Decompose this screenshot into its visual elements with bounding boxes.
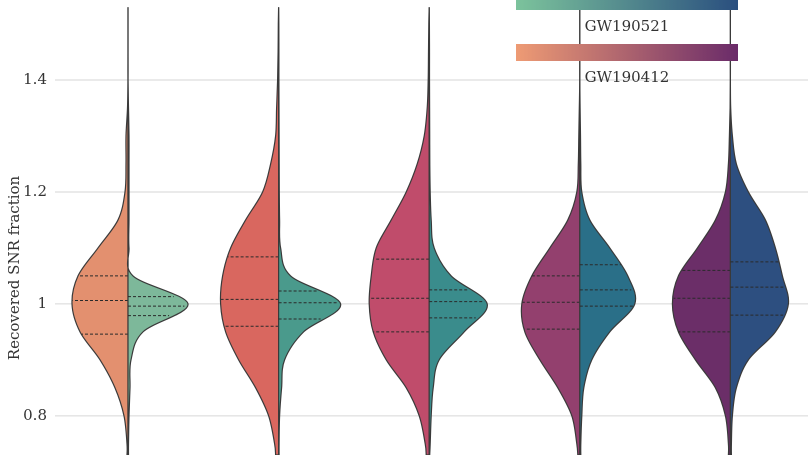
violin-half [368,7,430,455]
y-tick-label: 1.2 [23,182,47,200]
violin-half [729,7,790,455]
y-tick-label: 1 [37,294,47,312]
y-tick-label: 1.4 [23,70,47,88]
violin-half [71,7,129,455]
violin-half [579,7,637,455]
legend-colorbar [516,44,738,61]
violin-half [428,7,488,455]
violin-half [219,7,280,455]
y-tick-label: 0.8 [23,406,47,424]
violins [71,7,790,455]
y-axis-label: Recovered SNR fraction [5,175,23,360]
legend-label: GW190412 [585,68,670,86]
legend-colorbar [516,0,738,10]
violin-half [126,7,189,455]
violin-half [520,7,581,455]
legend: GW190521 GW190412 [516,0,738,86]
legend-label: GW190521 [585,17,670,35]
violin-half [278,7,342,455]
violin-half [671,7,732,455]
